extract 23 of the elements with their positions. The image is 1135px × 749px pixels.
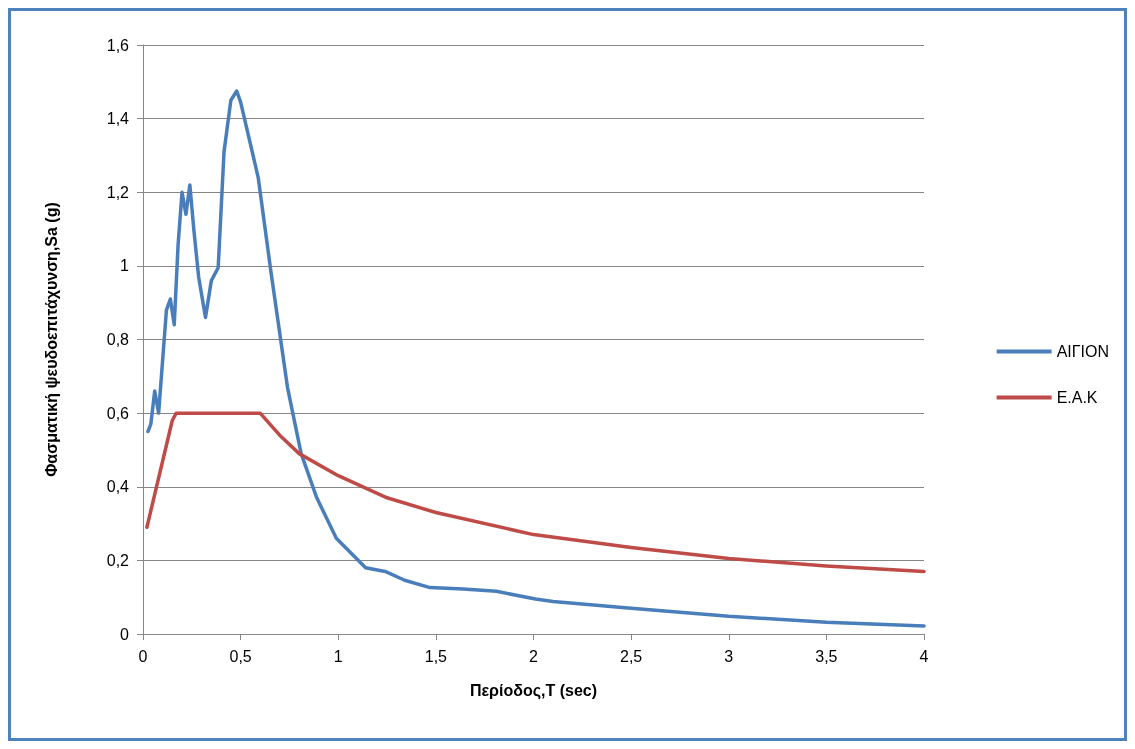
y-tick-label: 0,6 bbox=[106, 404, 130, 422]
y-tick-label: 1 bbox=[120, 257, 130, 275]
x-tick-label: 2 bbox=[529, 647, 539, 665]
x-axis-title: Περίοδος,T (sec) bbox=[469, 681, 598, 700]
legend-label: Ε.Α.Κ bbox=[1056, 389, 1098, 406]
y-axis-title: Φασματική ψευδοεπιτάχυνση,Sa (g) bbox=[42, 202, 60, 477]
legend-label: ΑΙΓΙΟΝ bbox=[1056, 343, 1109, 360]
y-tick-label: 0 bbox=[120, 625, 130, 643]
x-tick-label: 1,5 bbox=[424, 647, 448, 665]
x-tick-label: 4 bbox=[919, 647, 929, 665]
x-tick-label: 2,5 bbox=[620, 647, 643, 665]
y-tick-label: 0,4 bbox=[106, 478, 130, 496]
line-series bbox=[146, 89, 926, 628]
y-tick-label: 1,2 bbox=[106, 183, 130, 201]
y-tick-label: 1,6 bbox=[106, 36, 130, 54]
x-tick-label: 0 bbox=[138, 647, 148, 665]
y-tick-label: 1,4 bbox=[106, 110, 130, 128]
x-tick-label: 0,5 bbox=[229, 647, 252, 665]
x-tick-label: 3 bbox=[724, 647, 734, 665]
y-tick-label: 0,8 bbox=[106, 331, 130, 348]
x-tick-label: 3,5 bbox=[815, 647, 838, 665]
x-tick-label: 1 bbox=[333, 647, 343, 665]
y-tick-label: 0,2 bbox=[106, 551, 130, 569]
